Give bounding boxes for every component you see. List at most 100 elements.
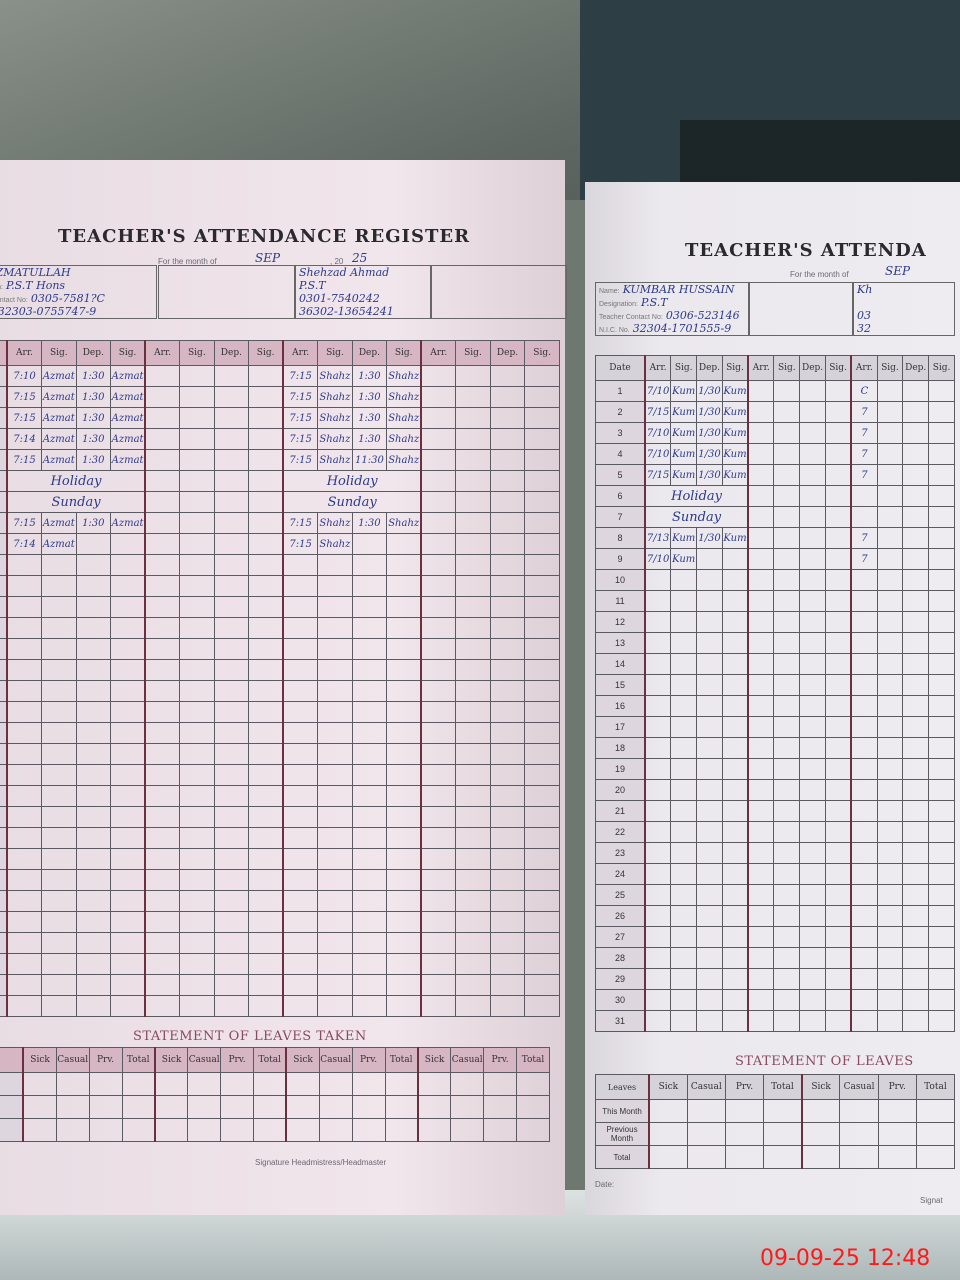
attendance-cell [351,827,388,849]
attendance-cell [6,743,43,765]
leave-cell [121,1095,156,1119]
attendance-cell [75,617,112,639]
table-row [0,953,560,975]
attendance-cell [670,695,698,717]
table-row [0,638,560,660]
teacher-contact-value: 03 [857,309,871,322]
leave-cell [763,1122,803,1146]
teacher-designation-row: Designation: P.S.T [596,296,748,309]
leave-cell [318,1072,353,1096]
attendance-cell [799,401,826,423]
attendance-cell [850,989,878,1011]
attendance-cell [850,926,878,948]
attendance-cell [420,911,457,933]
attendance-cell [747,863,775,885]
attendance-cell [110,827,146,849]
leaves-table-right: Leaves Sick Casual Prv. Total Sick Casual Prv. T… [595,1074,956,1169]
attendance-cell [420,365,457,387]
attendance-cell [420,953,457,975]
attendance-cell [850,947,878,969]
attendance-cell [41,785,77,807]
leaves-row [0,1095,550,1119]
attendance-entry-cell: 1:30 [351,407,388,429]
attendance-cell [213,848,250,870]
teacher-designation-label: Designation: [599,301,638,308]
attendance-cell [489,995,526,1017]
date-label: Date: [595,1180,615,1189]
attendance-cell [799,422,826,444]
attendance-cell [455,953,491,975]
attendance-cell [670,905,698,927]
attendance-cell [928,989,955,1011]
attendance-cell [144,785,181,807]
attendance-cell [721,779,749,801]
attendance-cell [455,848,491,870]
attendance-cell [524,911,560,933]
attendance-cell [213,470,250,492]
attendance-cell [455,722,491,744]
attendance-cell [824,548,852,570]
teacher-info-box [749,282,853,336]
attendance-cell [850,779,878,801]
attendance-cell [824,653,852,675]
attendance-cell [248,659,284,681]
attendance-cell [248,533,284,555]
attendance-cell [455,575,491,597]
date-cell: 15 [595,674,646,696]
date-cell: 26 [595,905,646,927]
attendance-cell [644,905,672,927]
attendance-cell [179,911,215,933]
attendance-cell [75,827,112,849]
leave-cell [285,1072,320,1096]
leave-cell [647,1145,688,1169]
date-cell: 10 [595,569,646,591]
table-row [0,680,560,702]
attendance-cell [928,884,955,906]
attendance-cell [110,533,146,555]
attendance-cell [144,449,181,471]
leave-cell [724,1122,765,1146]
attendance-cell [282,869,319,891]
attendance-cell [6,701,43,723]
attendance-entry-cell: Azmat [110,449,146,471]
attendance-cell [824,779,852,801]
column-header: Arr. [850,355,878,381]
attendance-note-cell: Holiday [6,470,146,492]
attendance-cell [420,764,457,786]
attendance-cell [213,449,250,471]
date-cell: 22 [595,821,646,843]
attendance-entry-cell: Kum [670,548,698,570]
attendance-cell [928,569,955,591]
attendance-cell [144,554,181,576]
attendance-cell [455,638,491,660]
column-header: Sig. [824,355,852,381]
table-row [0,848,560,870]
column-header: Dep. [799,355,826,381]
attendance-cell [773,464,801,486]
attendance-cell [386,806,422,828]
attendance-cell [670,674,698,696]
attendance-cell [455,911,491,933]
attendance-entry-cell: Kum [670,464,698,486]
teacher-name-row [750,283,852,296]
attendance-cell [850,611,878,633]
attendance-cell [524,764,560,786]
attendance-cell [644,632,672,654]
attendance-cell [455,701,491,723]
attendance-cell [850,653,878,675]
attendance-cell [75,638,112,660]
attendance-cell [351,995,388,1017]
attendance-cell [248,428,284,450]
attendance-cell [248,848,284,870]
attendance-cell [248,575,284,597]
attendance-cell [351,596,388,618]
date-cell [0,512,8,534]
column-header: Sig. [928,355,955,381]
attendance-cell [902,443,930,465]
teacher-contact-row [750,309,852,322]
attendance-cell [213,932,250,954]
attendance-cell [902,380,930,402]
attendance-cell [317,827,353,849]
attendance-cell [799,527,826,549]
attendance-cell [721,884,749,906]
